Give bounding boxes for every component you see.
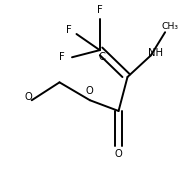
Text: F: F <box>97 5 103 15</box>
Text: O: O <box>24 92 32 102</box>
Text: C: C <box>98 52 105 62</box>
Text: CH₃: CH₃ <box>162 22 179 31</box>
Text: O: O <box>115 149 122 159</box>
Text: O: O <box>85 86 93 96</box>
Text: NH: NH <box>148 48 163 58</box>
Text: F: F <box>66 25 71 35</box>
Text: F: F <box>59 52 65 62</box>
